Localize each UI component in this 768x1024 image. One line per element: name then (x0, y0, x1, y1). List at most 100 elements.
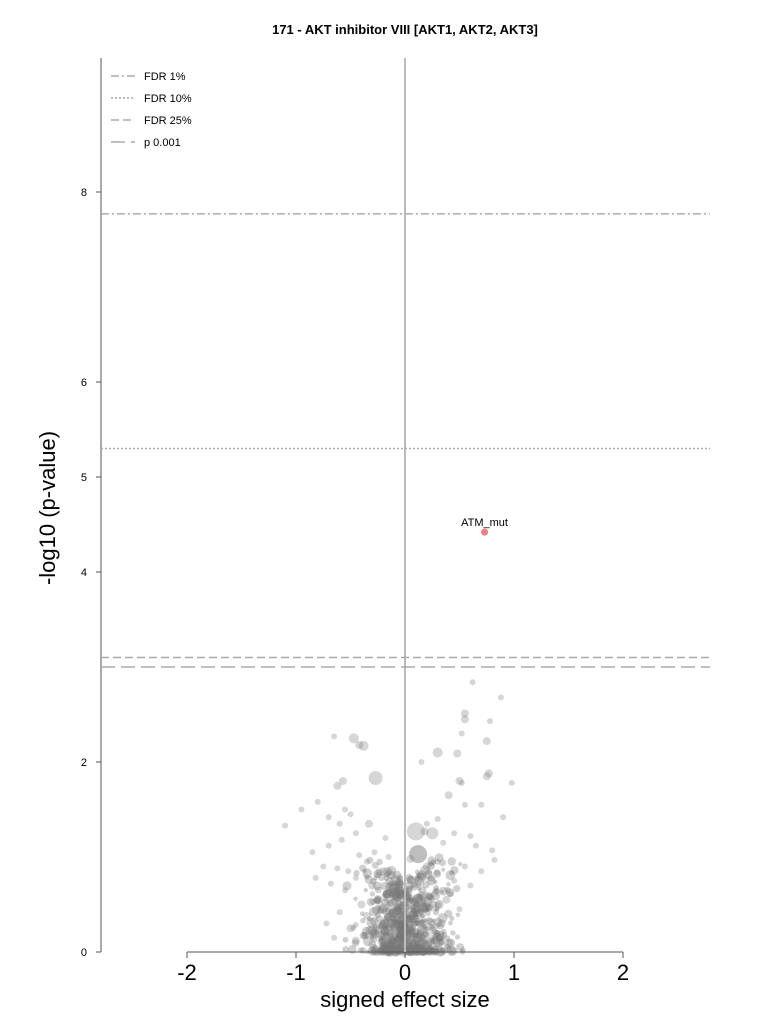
data-point (406, 945, 414, 953)
data-point (446, 938, 456, 948)
data-point (378, 946, 388, 956)
data-point (387, 941, 397, 952)
data-point (467, 882, 474, 889)
data-point (430, 935, 440, 945)
data-point (409, 928, 416, 935)
data-point (338, 836, 345, 843)
data-point (390, 935, 397, 943)
data-point (405, 946, 415, 955)
data-point (384, 869, 392, 877)
data-point (342, 936, 349, 943)
data-point (396, 932, 403, 939)
x-tick-label: 2 (617, 960, 629, 985)
data-point (394, 936, 401, 942)
data-point (398, 942, 403, 948)
data-point (396, 944, 404, 951)
data-point (437, 932, 446, 941)
data-point (435, 942, 441, 947)
data-point (426, 945, 431, 950)
data-point (380, 945, 387, 952)
data-point (379, 867, 388, 876)
data-point (420, 925, 428, 933)
data-point (405, 939, 412, 945)
data-point (416, 910, 423, 917)
data-point (380, 926, 390, 936)
data-point (455, 912, 461, 918)
data-point (389, 937, 397, 945)
data-point (395, 888, 402, 895)
data-point (393, 937, 402, 947)
data-point (410, 897, 419, 907)
data-point (361, 931, 369, 940)
data-point (397, 910, 402, 915)
data-point (384, 913, 392, 921)
data-point (347, 811, 354, 818)
data-point (434, 929, 440, 935)
data-point (442, 895, 451, 904)
data-point (414, 875, 420, 882)
data-point (392, 946, 402, 956)
data-point (407, 915, 414, 921)
data-point (448, 946, 458, 956)
data-point (361, 932, 367, 937)
data-point (373, 895, 382, 904)
data-point (395, 885, 405, 896)
data-point (460, 715, 469, 724)
data-point (387, 891, 393, 896)
data-point (425, 903, 430, 908)
data-point (390, 944, 397, 951)
data-point (472, 842, 479, 849)
data-point (342, 887, 349, 894)
data-point (412, 932, 419, 939)
data-point (334, 865, 341, 872)
data-point (364, 934, 369, 939)
data-point (435, 937, 441, 943)
data-point (382, 889, 393, 899)
data-point (364, 875, 373, 884)
data-point (461, 863, 468, 870)
data-point (385, 906, 395, 916)
data-point (412, 900, 420, 908)
data-point (469, 679, 476, 686)
data-point (435, 934, 443, 942)
data-point (425, 910, 431, 917)
data-point (443, 943, 451, 951)
data-point (387, 908, 398, 918)
y-tick-label: 5 (81, 472, 87, 484)
data-point (425, 946, 435, 956)
axis-ticks: -2 -1 0 1 2 0 2 4 5 6 8 (81, 187, 629, 985)
data-point (425, 917, 433, 925)
data-point (444, 935, 451, 941)
data-point (410, 939, 416, 946)
data-point (410, 928, 420, 938)
data-point (413, 905, 422, 914)
data-point (374, 886, 382, 894)
data-point (446, 945, 457, 956)
data-point (380, 929, 387, 936)
data-point (415, 932, 425, 942)
data-point (416, 930, 423, 937)
data-point (397, 889, 404, 896)
data-point (419, 947, 428, 955)
data-point (434, 816, 441, 822)
data-point (482, 772, 491, 781)
data-point (388, 947, 394, 952)
data-point (385, 899, 394, 907)
data-point (429, 947, 434, 952)
data-point (432, 888, 440, 896)
data-point (400, 942, 405, 947)
data-point (372, 937, 378, 943)
data-point (397, 914, 402, 919)
data-point (427, 894, 434, 901)
data-point (385, 883, 394, 892)
data-point (399, 907, 405, 913)
data-point (393, 947, 402, 955)
data-point (434, 906, 440, 912)
data-point (384, 944, 392, 953)
data-point (418, 944, 426, 952)
y-tick-label: 8 (81, 187, 87, 199)
data-point (411, 904, 420, 914)
data-point (449, 916, 455, 921)
data-point (419, 947, 424, 953)
data-point (405, 914, 415, 924)
